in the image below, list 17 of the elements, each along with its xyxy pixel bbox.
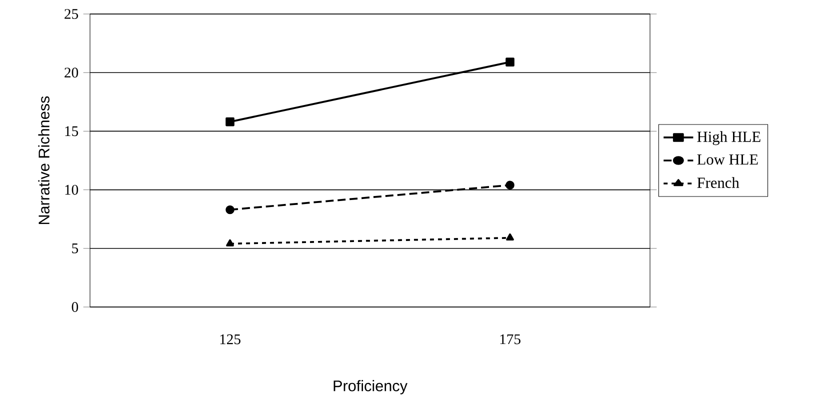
y-tick-label: 25 bbox=[64, 9, 78, 19]
point bbox=[506, 180, 514, 190]
y-tick-label: 20 bbox=[64, 68, 78, 78]
y-tick-label: 15 bbox=[65, 126, 78, 136]
point bbox=[226, 205, 234, 214]
y-tick-label: 5 bbox=[72, 244, 78, 254]
legend-label: French bbox=[697, 177, 740, 188]
x-axis-title: Proficiency bbox=[334, 380, 408, 394]
y-tick-label: 0 bbox=[72, 302, 78, 312]
point bbox=[226, 117, 234, 126]
x-tick-label: 125 bbox=[220, 334, 240, 344]
legend-label: Low HLE bbox=[697, 154, 758, 165]
legend-label: High HLE bbox=[697, 131, 760, 146]
point bbox=[506, 58, 514, 66]
y-axis-title: Narrative Richness bbox=[38, 96, 50, 224]
y-tick-label: 10 bbox=[65, 184, 78, 195]
x-tick-label: 175 bbox=[500, 334, 520, 344]
